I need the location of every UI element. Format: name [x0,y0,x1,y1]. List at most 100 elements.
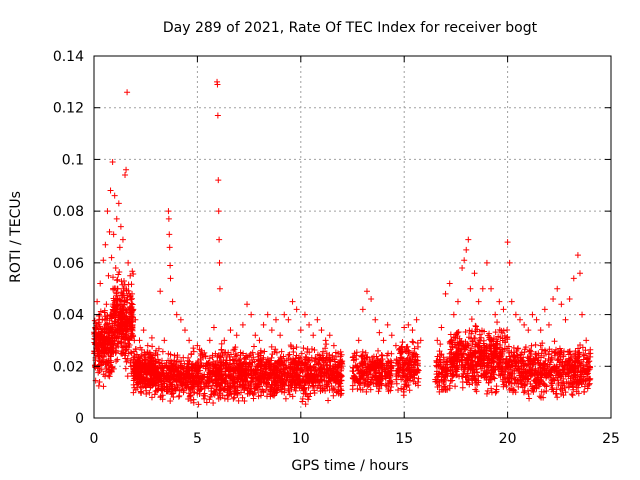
data-point [579,311,586,318]
data-point [144,367,151,374]
data-point [540,388,547,395]
data-point [211,377,218,384]
data-point [313,368,320,375]
data-point [230,347,237,354]
data-point [395,372,402,379]
data-point [289,393,296,400]
data-point [246,360,253,367]
data-point [188,361,195,368]
data-point [202,392,209,399]
data-point [327,362,334,369]
data-point [128,333,135,340]
data-point [399,343,406,350]
data-point [568,391,575,398]
data-point [245,381,252,388]
data-point [169,298,176,305]
data-point [168,362,175,369]
data-point [449,363,456,370]
data-point [141,349,148,356]
data-point [303,366,310,373]
data-point [481,328,488,335]
data-point [468,316,475,323]
data-point [463,378,470,385]
data-point [97,336,104,343]
x-tick-label: 15 [395,431,413,447]
data-point [406,387,413,394]
data-point [123,358,130,365]
data-point [155,386,162,393]
data-point [215,208,222,215]
data-point [122,340,129,347]
data-point [263,380,270,387]
data-point [326,332,333,339]
data-point [113,300,120,307]
data-point [250,354,257,361]
data-point [170,373,177,380]
data-point [115,200,122,207]
data-point [318,364,325,371]
data-point [221,337,228,344]
data-point [237,383,244,390]
data-point [278,348,285,355]
data-point [123,346,130,353]
data-point [537,327,544,334]
data-point [540,380,547,387]
data-point [363,288,370,295]
data-point [490,338,497,345]
data-point [219,392,226,399]
data-point [515,367,522,374]
data-point [438,386,445,393]
data-point [358,360,365,367]
data-point [101,316,108,323]
data-point [411,350,418,357]
data-point [323,370,330,377]
data-point [272,366,279,373]
data-point [442,373,449,380]
data-point [539,346,546,353]
data-point [113,277,120,284]
data-point [580,351,587,358]
data-point [500,381,507,388]
data-point [454,329,461,336]
data-point [329,366,336,373]
data-point [182,373,189,380]
data-point [101,307,108,314]
data-point [493,345,500,352]
data-point [215,177,222,184]
data-point [490,355,497,362]
data-point [304,346,311,353]
data-point [500,376,507,383]
data-point [539,364,546,371]
data-point [504,336,511,343]
data-point [521,321,528,328]
data-point [538,354,545,361]
data-point [403,348,410,355]
data-point [487,376,494,383]
data-point [545,350,552,357]
data-point [492,329,499,336]
data-point [467,365,474,372]
data-point [465,354,472,361]
data-point [105,272,112,279]
data-point [311,358,318,365]
data-point [483,390,490,397]
data-point [202,352,209,359]
data-point [543,373,550,380]
data-point [116,244,123,251]
data-point [475,298,482,305]
data-point [308,367,315,374]
data-point [510,351,517,358]
data-point [107,353,114,360]
data-point [238,389,245,396]
data-point [488,389,495,396]
data-point [383,352,390,359]
data-point [161,337,168,344]
data-point [375,388,382,395]
data-point [350,364,357,371]
data-point [207,373,214,380]
data-point [239,377,246,384]
data-point [354,385,361,392]
data-point [216,367,223,374]
data-point [566,296,573,303]
data-point [558,373,565,380]
